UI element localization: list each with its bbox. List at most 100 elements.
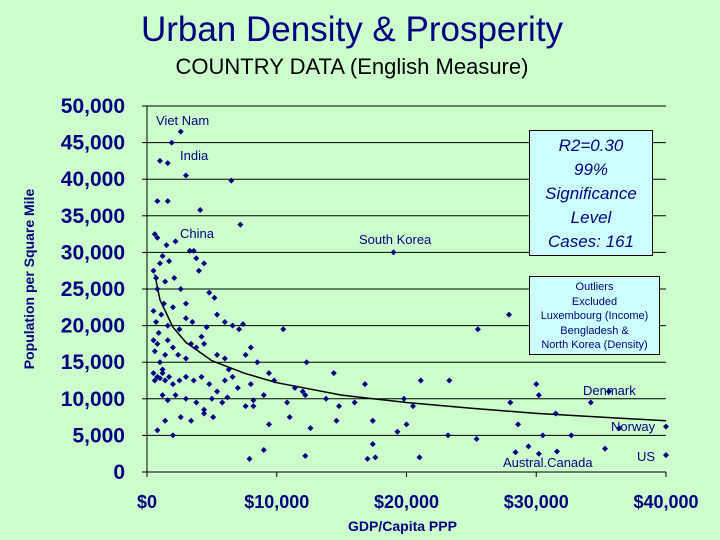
data-point: [198, 373, 205, 380]
data-point: [172, 238, 179, 245]
data-point: [535, 450, 542, 457]
data-point: [169, 304, 176, 311]
outliers-line-1: Outliers: [575, 281, 614, 293]
data-point: [175, 351, 182, 358]
data-point: [154, 427, 161, 434]
annotation-label: China: [180, 226, 215, 241]
data-point: [250, 403, 257, 410]
data-point: [214, 388, 221, 395]
data-point: [159, 253, 166, 260]
data-point: [182, 355, 189, 362]
data-point: [159, 366, 166, 373]
annotation-label: Viet Nam: [156, 113, 209, 128]
data-point: [369, 417, 376, 424]
data-point: [169, 381, 176, 388]
data-point: [369, 441, 376, 448]
data-point: [236, 326, 243, 333]
data-point: [166, 258, 173, 265]
data-point: [164, 337, 171, 344]
data-point: [323, 395, 330, 402]
data-point: [159, 392, 166, 399]
stats-box: R2=0.30 99% Significance Level Cases: 16…: [529, 130, 653, 256]
data-point: [221, 318, 228, 325]
data-point: [240, 321, 247, 328]
data-point: [156, 375, 163, 382]
data-point: [663, 452, 669, 459]
data-point: [188, 417, 195, 424]
data-point: [154, 340, 161, 347]
data-point: [153, 275, 160, 282]
data-point: [169, 432, 176, 439]
data-point: [417, 377, 424, 384]
data-point: [197, 206, 204, 213]
y-tick-label: 45,000: [61, 132, 125, 155]
data-point: [221, 377, 228, 384]
y-tick-label: 20,000: [61, 315, 125, 338]
data-point: [302, 392, 309, 399]
data-point: [445, 432, 452, 439]
data-point: [234, 384, 241, 391]
data-point: [177, 414, 184, 421]
data-point: [247, 381, 254, 388]
data-point: [663, 423, 669, 430]
x-tick-label: $30,000: [504, 492, 569, 512]
data-point: [162, 351, 169, 358]
data-point: [605, 388, 612, 395]
annotation-label: US: [637, 449, 655, 464]
data-point: [177, 128, 184, 135]
data-point: [221, 355, 228, 362]
data-point: [201, 340, 208, 347]
data-point: [159, 370, 166, 377]
annotation-label: Denmark: [583, 383, 636, 398]
data-point: [201, 406, 208, 413]
data-point: [156, 260, 163, 267]
y-tick-label: 10,000: [61, 388, 125, 411]
data-point: [539, 432, 546, 439]
y-tick-label: 30,000: [61, 241, 125, 264]
data-point: [280, 326, 287, 333]
data-point: [351, 399, 358, 406]
data-point: [156, 157, 163, 164]
data-point: [446, 377, 453, 384]
data-point: [190, 377, 197, 384]
data-point: [154, 234, 161, 241]
data-point: [246, 455, 253, 462]
stats-line-cases: Cases: 161: [548, 232, 634, 251]
data-point: [403, 421, 410, 428]
data-point: [162, 377, 169, 384]
data-point: [260, 447, 267, 454]
data-point: [151, 231, 158, 238]
stats-line-level: Level: [570, 208, 612, 227]
data-point: [533, 381, 540, 388]
data-point: [616, 425, 623, 432]
data-point: [214, 311, 221, 318]
data-point: [361, 381, 368, 388]
x-tick-label: $0: [137, 492, 157, 512]
data-point: [400, 395, 407, 402]
data-point: [203, 324, 210, 331]
annotation-label: India: [180, 148, 209, 163]
data-point: [552, 410, 559, 417]
data-point: [208, 395, 215, 402]
outliers-box: Outliers Excluded Luxembourg (Income) Be…: [529, 276, 660, 355]
annotation-label: Austral.Canada: [503, 455, 593, 470]
y-tick-label: 35,000: [61, 205, 125, 228]
stats-line-r2: R2=0.30: [558, 136, 624, 155]
stats-line-significance: Significance: [545, 184, 637, 203]
y-tick-label: 25,000: [61, 278, 125, 301]
data-point: [188, 340, 195, 347]
data-point: [171, 275, 178, 282]
outliers-line-4: Bengladesh &: [560, 324, 629, 337]
data-point: [390, 249, 397, 256]
data-point: [219, 399, 226, 406]
y-axis-label: Population per Square Mile: [21, 189, 37, 370]
data-point: [164, 160, 171, 167]
data-point: [333, 417, 340, 424]
data-point: [602, 445, 609, 452]
data-point: [284, 399, 291, 406]
data-point: [229, 322, 236, 329]
data-point: [164, 198, 171, 205]
data-point: [164, 322, 171, 329]
data-point: [250, 397, 257, 404]
data-point: [409, 403, 416, 410]
